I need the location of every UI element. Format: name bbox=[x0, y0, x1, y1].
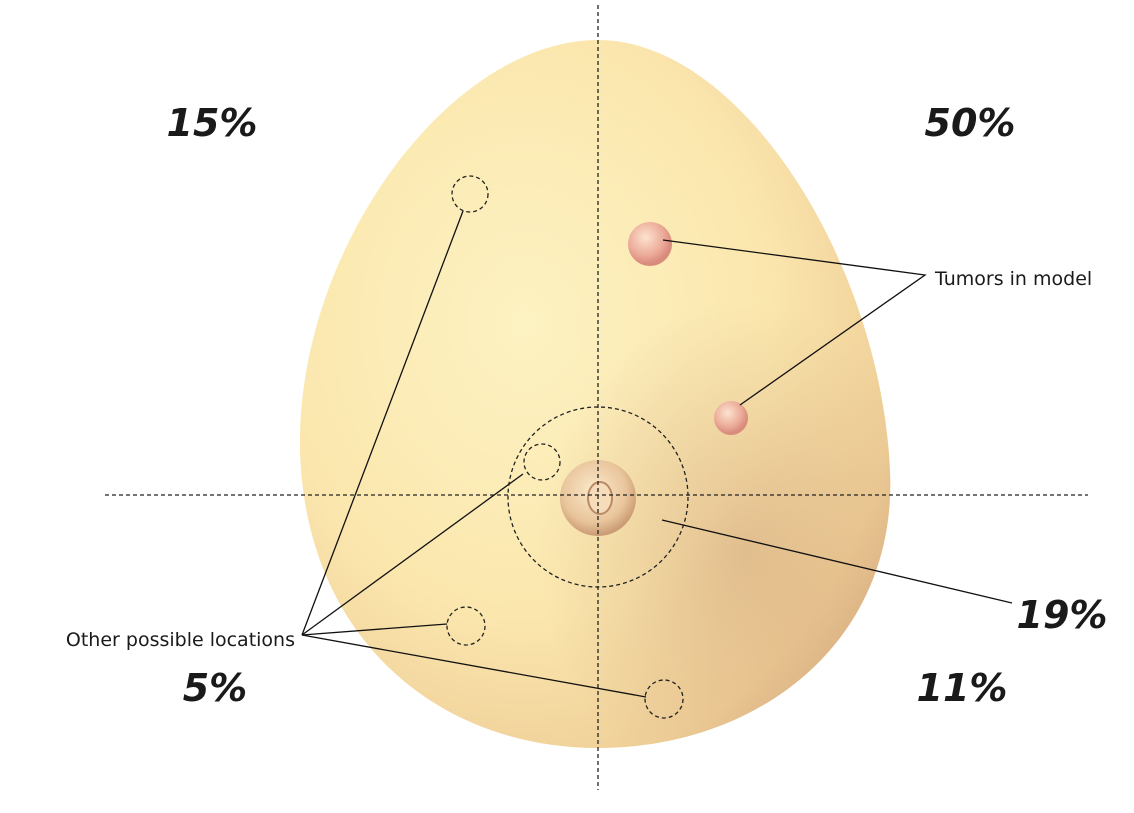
other-locations-label: Other possible locations bbox=[66, 629, 295, 651]
tumors-label: Tumors in model bbox=[934, 268, 1092, 290]
quadrant-percent: 50% bbox=[925, 101, 1016, 145]
quadrant-percent: 11% bbox=[917, 666, 1008, 710]
diagram: 15% 50% 5% 11% 19% Tumors in model Other… bbox=[0, 0, 1134, 813]
quadrant-percent: 15% bbox=[167, 101, 258, 145]
breast-model bbox=[300, 40, 890, 748]
quadrant-percent: 5% bbox=[183, 666, 248, 710]
center-percent: 19% bbox=[1017, 593, 1108, 637]
